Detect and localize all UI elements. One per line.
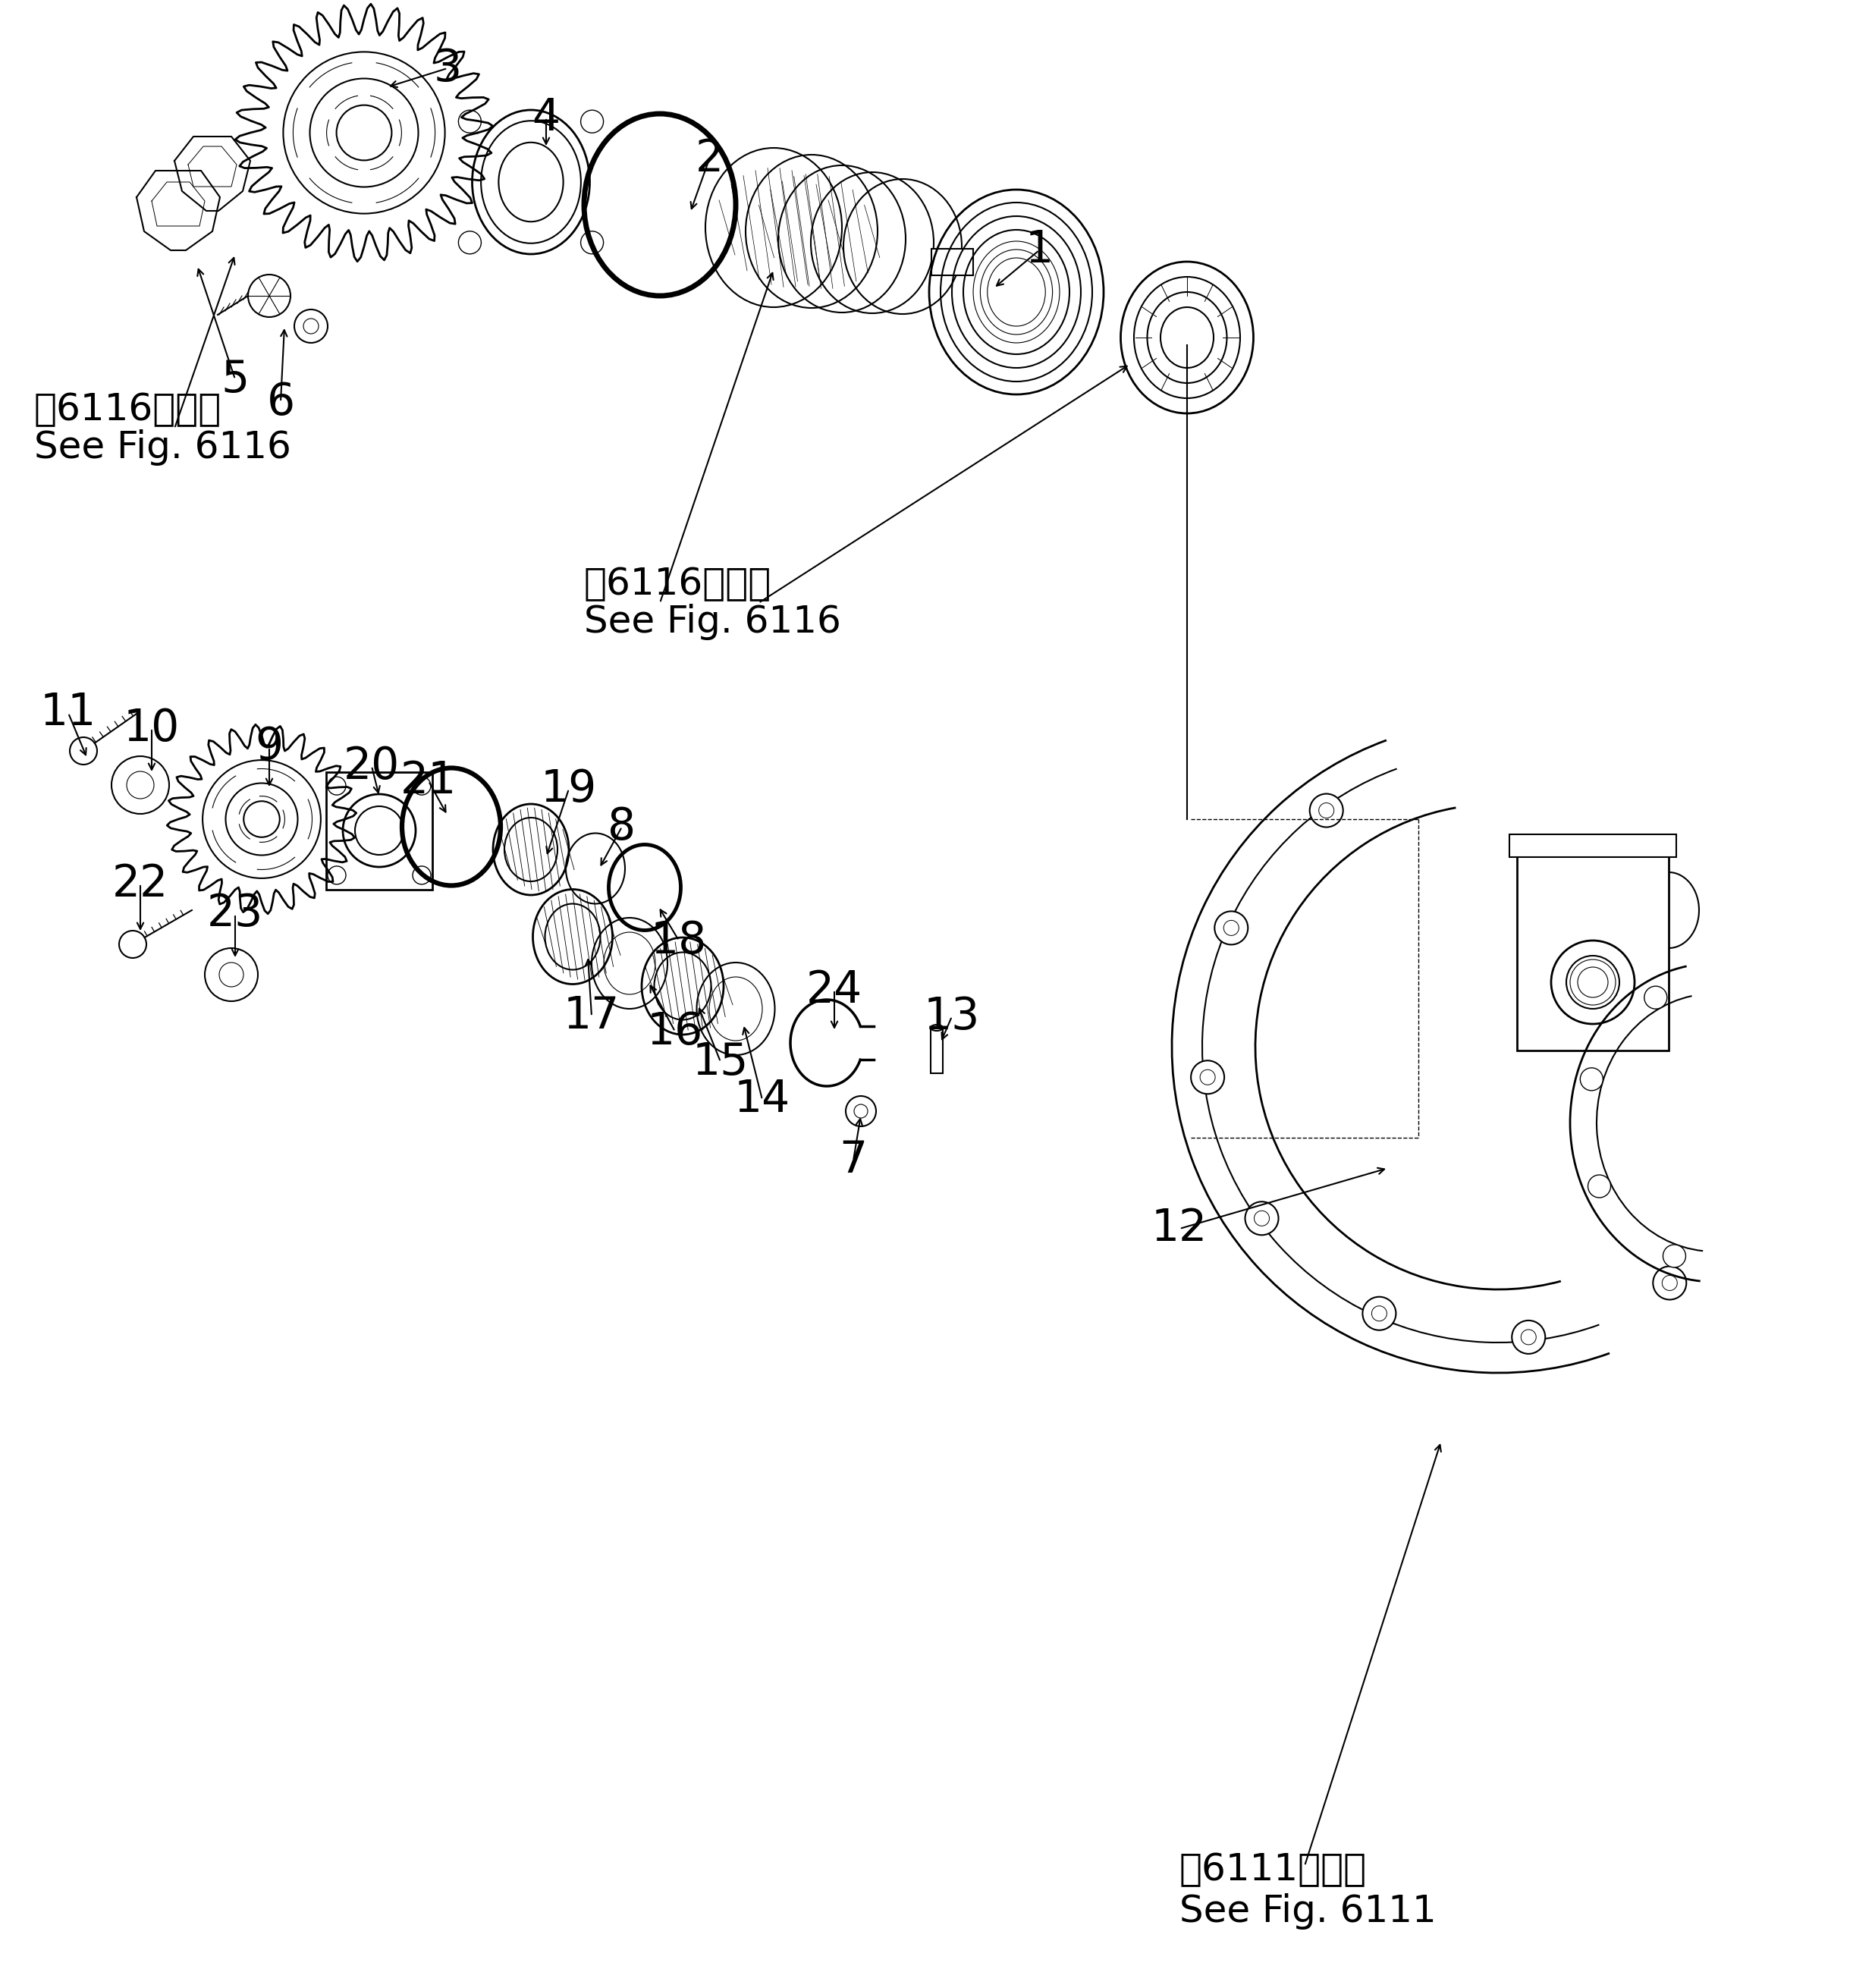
Circle shape (328, 867, 347, 885)
Text: 第6116図参照: 第6116図参照 (584, 567, 771, 602)
Text: 8: 8 (608, 805, 636, 849)
Circle shape (119, 930, 146, 958)
Text: 21: 21 (400, 759, 456, 803)
Circle shape (580, 231, 604, 254)
Ellipse shape (930, 1024, 943, 1032)
Bar (1518, 845, 1670, 1050)
Text: 2: 2 (695, 137, 723, 181)
Circle shape (413, 867, 432, 885)
Text: 16: 16 (647, 1010, 704, 1054)
Circle shape (413, 777, 432, 795)
Circle shape (1581, 1068, 1603, 1091)
Circle shape (111, 755, 169, 813)
Text: 18: 18 (650, 918, 708, 962)
Text: 15: 15 (693, 1040, 749, 1083)
Circle shape (1588, 1175, 1610, 1197)
Bar (1510, 835, 1677, 857)
Text: 1: 1 (1025, 229, 1053, 272)
Text: 12: 12 (1151, 1207, 1208, 1250)
Circle shape (295, 310, 328, 342)
Circle shape (1214, 911, 1247, 944)
Circle shape (248, 274, 291, 316)
Text: 第6116図参照: 第6116図参照 (33, 392, 222, 427)
Text: See Fig. 6111: See Fig. 6111 (1180, 1893, 1436, 1930)
Circle shape (328, 777, 347, 795)
Circle shape (580, 109, 604, 133)
Text: 22: 22 (113, 863, 169, 905)
Text: 5: 5 (221, 358, 250, 402)
Circle shape (1653, 1266, 1686, 1300)
Circle shape (70, 738, 96, 765)
Circle shape (845, 1095, 876, 1127)
Text: 24: 24 (806, 968, 862, 1012)
Circle shape (1551, 940, 1634, 1024)
Bar (326, 771, 432, 889)
Text: 9: 9 (256, 726, 284, 769)
Text: 11: 11 (41, 692, 96, 736)
Text: 第6111図参照: 第6111図参照 (1180, 1851, 1368, 1889)
Bar (930, 249, 973, 274)
Circle shape (1512, 1320, 1545, 1354)
Text: 7: 7 (839, 1139, 867, 1183)
Text: 20: 20 (343, 744, 400, 787)
Text: 23: 23 (208, 893, 263, 936)
Bar (930, 1028, 943, 1074)
Circle shape (1191, 1060, 1225, 1093)
Circle shape (458, 109, 482, 133)
Circle shape (1245, 1201, 1279, 1235)
Text: 17: 17 (563, 994, 619, 1038)
Text: 6: 6 (267, 380, 295, 423)
Text: 3: 3 (434, 46, 461, 89)
Text: 10: 10 (124, 706, 180, 749)
Text: See Fig. 6116: See Fig. 6116 (584, 604, 841, 640)
Text: 4: 4 (532, 95, 560, 139)
Text: 13: 13 (925, 994, 980, 1038)
Circle shape (1362, 1296, 1395, 1330)
Circle shape (1644, 986, 1668, 1010)
Text: See Fig. 6116: See Fig. 6116 (33, 429, 291, 465)
Circle shape (1310, 793, 1343, 827)
Text: 19: 19 (541, 767, 597, 811)
Circle shape (1662, 1244, 1686, 1268)
Circle shape (458, 231, 482, 254)
Text: 14: 14 (734, 1077, 791, 1121)
Circle shape (206, 948, 258, 1002)
